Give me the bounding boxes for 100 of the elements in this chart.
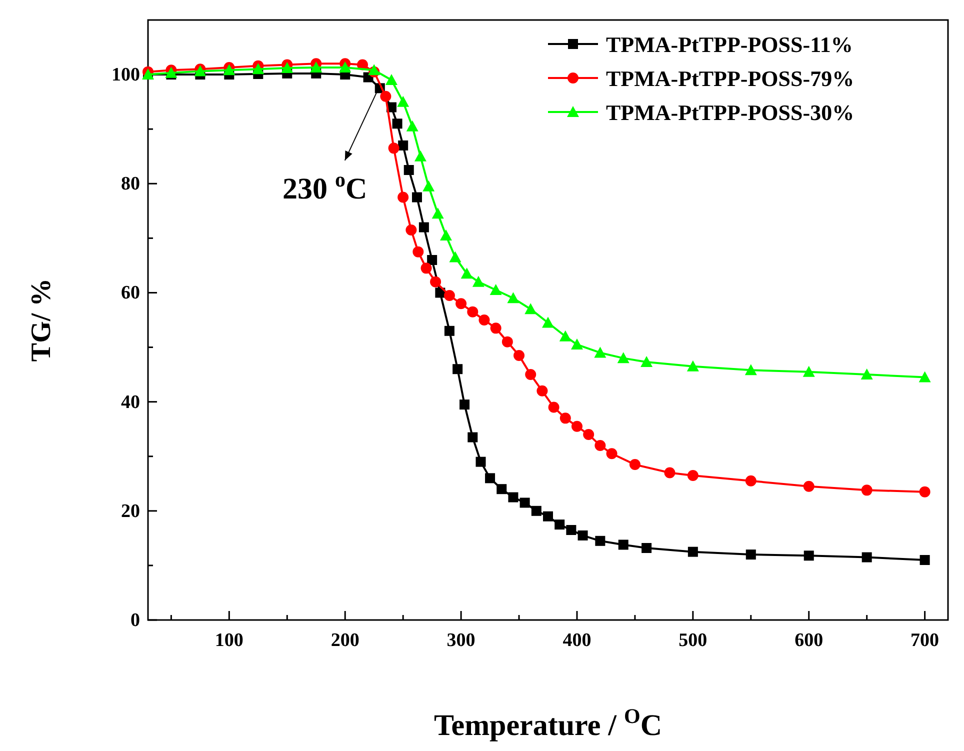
point [339, 61, 352, 72]
point [606, 448, 618, 460]
point [595, 536, 606, 546]
point [397, 96, 410, 107]
y-tick-label: 40 [121, 392, 140, 413]
point [412, 192, 422, 202]
point [583, 429, 594, 440]
point [406, 224, 417, 236]
point [686, 360, 699, 372]
point [430, 276, 442, 288]
point [629, 459, 640, 470]
point [478, 314, 490, 326]
point [444, 290, 455, 301]
point [746, 550, 756, 560]
point [496, 484, 507, 494]
point [310, 61, 322, 72]
point [542, 316, 554, 328]
point [571, 420, 582, 432]
point [861, 484, 872, 496]
point [460, 400, 470, 410]
point [406, 120, 418, 132]
legend-label: TPMA-PtTPP-POSS-79% [606, 66, 854, 91]
x-axis-title: Temperature / $^{O}$C [434, 704, 662, 742]
point [803, 480, 814, 492]
point [398, 140, 408, 150]
y-tick-label: 20 [121, 500, 140, 522]
x-tick-label: 100 [214, 630, 244, 651]
point [456, 298, 467, 310]
point [508, 492, 518, 502]
point [570, 338, 583, 350]
x-tick-label: 700 [910, 630, 940, 651]
point [281, 62, 294, 73]
point [472, 276, 484, 287]
point [444, 326, 454, 336]
legend-label: TPMA-PtTPP-POSS-11% [606, 32, 853, 57]
point [467, 306, 478, 318]
y-tick-label: 100 [112, 64, 140, 86]
point [862, 552, 872, 562]
point [388, 142, 400, 154]
point [422, 180, 435, 192]
point [919, 486, 930, 498]
point [594, 440, 606, 451]
point [385, 74, 398, 85]
point [642, 543, 652, 553]
point [380, 90, 392, 102]
point [744, 364, 757, 376]
point [507, 292, 520, 304]
x-tick-label: 600 [794, 630, 824, 651]
point [398, 192, 409, 203]
point [502, 336, 513, 348]
point [554, 520, 565, 530]
x-tick-label: 400 [562, 630, 592, 651]
point [520, 498, 530, 508]
x-tick-label: 500 [678, 630, 708, 651]
annotation: 230 $^{o}$C [282, 167, 368, 206]
point [594, 346, 606, 358]
point [412, 246, 424, 258]
point [617, 352, 630, 364]
point [687, 470, 698, 481]
point [918, 371, 931, 382]
point [432, 208, 444, 219]
point [688, 546, 698, 557]
point [420, 262, 432, 274]
point [452, 364, 463, 374]
point [860, 368, 873, 380]
point [548, 402, 560, 413]
point [404, 165, 414, 175]
point [802, 366, 815, 377]
point [514, 350, 525, 361]
point [427, 255, 438, 265]
point [525, 369, 536, 380]
legend-label: TPMA-PtTPP-POSS-30% [606, 100, 854, 125]
point [566, 525, 576, 535]
x-tick-label: 200 [330, 630, 360, 651]
point [440, 229, 452, 240]
point [460, 268, 473, 279]
point [664, 467, 676, 478]
point [392, 118, 402, 129]
point [531, 506, 542, 516]
point [418, 222, 429, 232]
point [745, 475, 756, 486]
point [536, 385, 548, 396]
point [476, 456, 486, 467]
point [578, 530, 588, 540]
point [618, 540, 628, 550]
point [640, 356, 653, 367]
point [490, 322, 502, 334]
x-tick-label: 300 [446, 630, 476, 651]
point [223, 64, 236, 76]
point [543, 511, 553, 522]
point [414, 150, 426, 162]
point [252, 63, 264, 74]
point [804, 550, 814, 561]
point [485, 473, 496, 484]
point [449, 251, 462, 262]
point [920, 555, 930, 565]
point [559, 330, 572, 342]
point [468, 432, 478, 442]
y-tick-label: 60 [121, 282, 140, 304]
y-tick-label: 80 [121, 174, 140, 195]
